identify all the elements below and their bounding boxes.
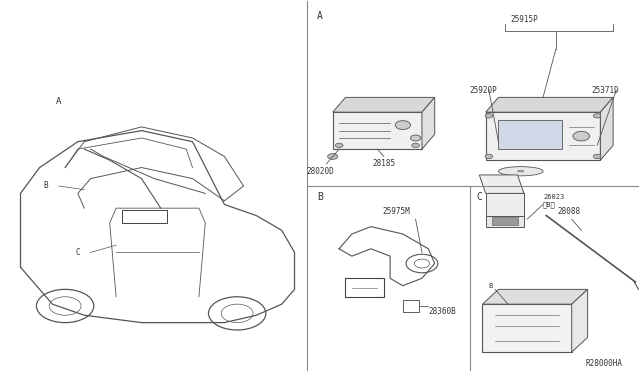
- Text: 28185: 28185: [372, 159, 396, 169]
- Circle shape: [485, 154, 493, 159]
- Polygon shape: [483, 289, 588, 304]
- Text: B: B: [489, 283, 493, 289]
- Text: 25371D: 25371D: [592, 86, 620, 94]
- Circle shape: [395, 121, 410, 129]
- Text: 25920P: 25920P: [470, 86, 497, 94]
- Polygon shape: [600, 97, 613, 160]
- Polygon shape: [422, 97, 435, 149]
- Text: 28020D: 28020D: [306, 167, 334, 176]
- Polygon shape: [333, 97, 435, 112]
- Text: 28360B: 28360B: [428, 307, 456, 316]
- Text: C: C: [476, 192, 482, 202]
- Text: B: B: [44, 182, 48, 190]
- Ellipse shape: [499, 167, 543, 176]
- Text: B: B: [317, 192, 323, 202]
- Polygon shape: [486, 193, 524, 215]
- Text: A: A: [317, 11, 323, 21]
- Circle shape: [593, 113, 601, 118]
- Circle shape: [410, 135, 420, 141]
- Polygon shape: [486, 97, 613, 112]
- Polygon shape: [572, 289, 588, 352]
- Circle shape: [412, 143, 419, 148]
- Polygon shape: [499, 119, 562, 149]
- Circle shape: [335, 143, 343, 148]
- Text: 26023
〈B〉: 26023 〈B〉: [543, 194, 564, 208]
- Text: 25915P: 25915P: [510, 15, 538, 24]
- Polygon shape: [333, 112, 422, 149]
- Polygon shape: [483, 304, 572, 352]
- Polygon shape: [486, 215, 524, 227]
- Text: 28088: 28088: [557, 207, 580, 217]
- Circle shape: [328, 154, 338, 160]
- Text: A: A: [56, 97, 61, 106]
- Circle shape: [573, 131, 589, 141]
- Polygon shape: [492, 217, 518, 225]
- Text: 25975M: 25975M: [383, 207, 410, 217]
- Text: C: C: [76, 248, 80, 257]
- Circle shape: [593, 154, 601, 159]
- Text: R28000HA: R28000HA: [586, 359, 623, 368]
- Polygon shape: [479, 175, 524, 193]
- Polygon shape: [486, 112, 600, 160]
- Ellipse shape: [518, 170, 524, 172]
- Circle shape: [485, 113, 493, 118]
